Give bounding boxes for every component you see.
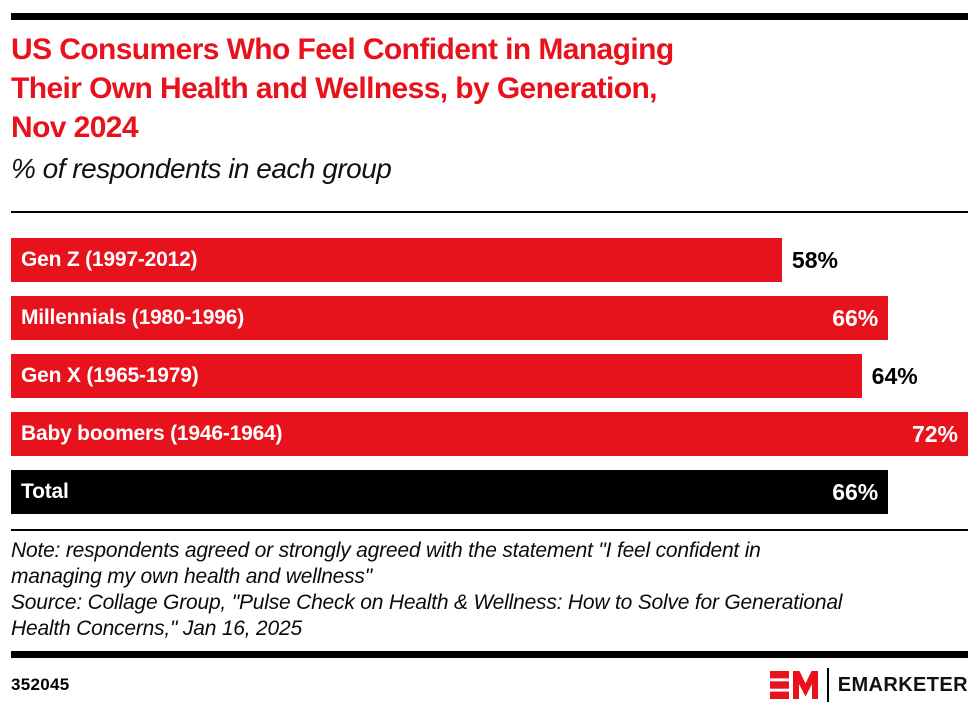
chart-subtitle: % of respondents in each group [11, 153, 392, 184]
chart-title: US Consumers Who Feel Confident in Manag… [11, 30, 968, 147]
logo-divider [826, 668, 829, 702]
bar: Total 66% [11, 470, 889, 514]
bar-value-label: 66% [832, 478, 879, 505]
bar-category-label: Baby boomers (1946-1964) [21, 422, 283, 445]
bar: Millennials (1980-1996) 66% [11, 296, 889, 340]
em-monogram-icon [769, 671, 818, 699]
emarketer-logo: EMARKETER [769, 668, 968, 702]
footer-divider [11, 651, 968, 658]
source-text-line: Health Concerns," Jan 16, 2025 [11, 617, 302, 640]
bar: Gen Z (1997-2012) [11, 238, 782, 282]
bar-row: Total 66% [11, 470, 968, 514]
chart-title-line: Their Own Health and Wellness, by Genera… [11, 72, 658, 105]
bar-row: Gen X (1965-1979) 64% [11, 354, 968, 398]
chart-id: 352045 [11, 675, 70, 694]
footer: 352045 EMARKETER [11, 668, 968, 702]
bar: Gen X (1965-1979) [11, 354, 862, 398]
brand-name: EMARKETER [837, 673, 968, 696]
footnote: Note: respondents agreed or strongly agr… [11, 538, 968, 642]
chart-title-line: US Consumers Who Feel Confident in Manag… [11, 33, 674, 66]
bar: Baby boomers (1946-1964) 72% [11, 412, 968, 456]
header-divider [11, 211, 968, 213]
source-text-line: Source: Collage Group, "Pulse Check on H… [11, 591, 843, 614]
bar-value-label: 64% [871, 362, 918, 389]
bar-value-label: 58% [791, 246, 838, 273]
bar-category-label: Total [21, 480, 69, 503]
bar-row: Gen Z (1997-2012) 58% [11, 238, 968, 282]
bar-category-label: Millennials (1980-1996) [21, 306, 245, 329]
bar-category-label: Gen Z (1997-2012) [21, 248, 198, 271]
note-text-line: Note: respondents agreed or strongly agr… [11, 539, 761, 562]
bar-chart: Gen Z (1997-2012) 58% Millennials (1980-… [11, 238, 968, 514]
bar-row: Millennials (1980-1996) 66% [11, 296, 968, 340]
bar-category-label: Gen X (1965-1979) [21, 364, 199, 387]
bar-value-label: 66% [832, 304, 879, 331]
bar-row: Baby boomers (1946-1964) 72% [11, 412, 968, 456]
top-divider [11, 13, 968, 20]
chart-title-line: Nov 2024 [11, 111, 139, 144]
footnote-divider [11, 529, 968, 531]
bar-value-label: 72% [911, 420, 958, 447]
note-text-line: managing my own health and wellness" [11, 565, 372, 588]
